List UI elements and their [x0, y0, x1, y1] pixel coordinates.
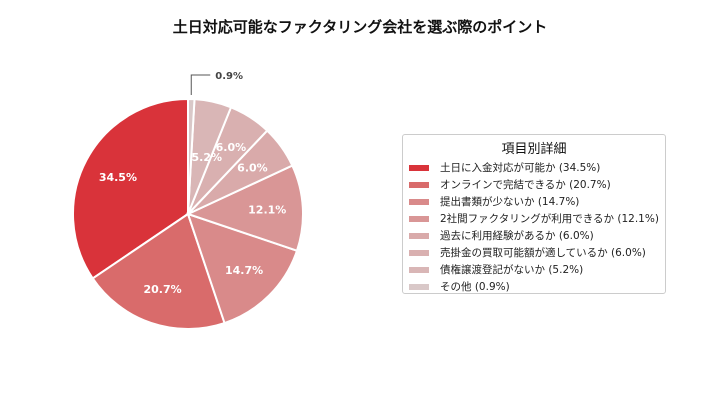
legend-label: オンラインで完結できるか (20.7%): [440, 179, 611, 191]
legend-item: 過去に利用経験があるか (6.0%): [403, 227, 665, 244]
legend-swatch: [409, 215, 429, 222]
chart-title: 土日対応可能なファクタリング会社を選ぶ際のポイント: [172, 18, 548, 36]
slice-label: 12.1%: [248, 204, 286, 217]
legend-label: 売掛金の買取可能額が適しているか (6.0%): [440, 247, 646, 259]
legend-label: 土日に入金対応が可能か (34.5%): [440, 162, 601, 174]
slice-label: 5.2%: [192, 151, 223, 164]
pie-slice: [72, 97, 189, 280]
slice-label: 6.0%: [216, 141, 247, 154]
legend-item: 売掛金の買取可能額が適しているか (6.0%): [403, 244, 665, 261]
slice-label: 6.0%: [237, 162, 268, 175]
slice-label: 14.7%: [225, 264, 263, 277]
legend: 項目別詳細 土日に入金対応が可能か (34.5%) オンラインで完結できるか (2…: [402, 134, 666, 294]
legend-label: その他 (0.9%): [440, 281, 510, 293]
legend-label: 提出書類が少ないか (14.7%): [440, 196, 580, 208]
legend-swatch: [409, 232, 429, 239]
legend-item: 債権譲渡登記がないか (5.2%): [403, 261, 665, 278]
pie-slice: [185, 164, 304, 252]
pie-slice: [91, 212, 226, 330]
slice-label: 20.7%: [143, 283, 181, 296]
legend-swatch: [409, 266, 429, 273]
legend-item: 提出書類が少ないか (14.7%): [403, 193, 665, 210]
legend-label: 債権譲渡登記がないか (5.2%): [440, 264, 584, 276]
legend-label: 2社間ファクタリングが利用できるか (12.1%): [440, 213, 659, 225]
pie-slice: [187, 97, 196, 215]
leader-line: [190, 74, 211, 96]
legend-item: 2社間ファクタリングが利用できるか (12.1%): [403, 210, 665, 227]
legend-swatch: [409, 181, 429, 188]
legend-label: 過去に利用経験があるか (6.0%): [440, 230, 594, 242]
slice-label: 0.9%: [215, 71, 243, 82]
legend-swatch: [409, 249, 429, 256]
legend-swatch: [409, 283, 429, 290]
legend-item: その他 (0.9%): [403, 278, 665, 295]
legend-swatch: [409, 198, 429, 205]
pie-slice: [186, 212, 299, 325]
legend-item: 土日に入金対応が可能か (34.5%): [403, 159, 665, 176]
slice-label: 34.5%: [99, 171, 137, 184]
legend-title: 項目別詳細: [501, 142, 567, 157]
legend-swatch: [409, 164, 429, 171]
legend-item: オンラインで完結できるか (20.7%): [403, 176, 665, 193]
